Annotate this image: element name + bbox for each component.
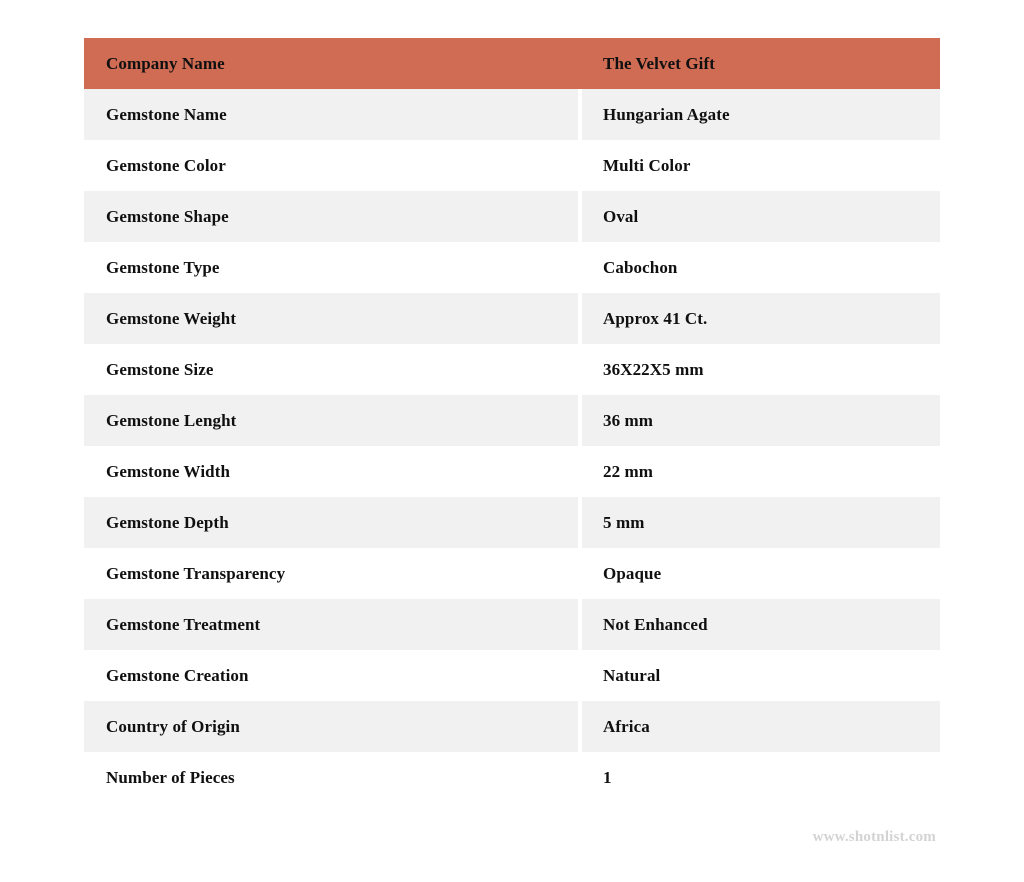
row-label-cell: Number of Pieces [84,752,578,803]
spec-table-body: Company Name The Velvet Gift Gemstone Na… [84,38,940,803]
row-value-cell: Oval [582,191,940,242]
row-value-cell: Approx 41 Ct. [582,293,940,344]
table-row: Gemstone Transparency Opaque [84,548,940,599]
column-spacer [578,395,582,446]
column-spacer [578,293,582,344]
row-value-cell: Africa [582,701,940,752]
row-value-cell: 22 mm [582,446,940,497]
row-value-cell: 36 mm [582,395,940,446]
gemstone-spec-table: Company Name The Velvet Gift Gemstone Na… [84,38,940,803]
table-row: Gemstone Creation Natural [84,650,940,701]
column-spacer [578,701,582,752]
row-label-cell: Gemstone Weight [84,293,578,344]
row-value-cell: Hungarian Agate [582,89,940,140]
table-row: Gemstone Size 36X22X5 mm [84,344,940,395]
row-value-cell: Opaque [582,548,940,599]
header-label-cell: Company Name [84,38,578,89]
row-label-cell: Gemstone Width [84,446,578,497]
table-row: Number of Pieces 1 [84,752,940,803]
table-row: Gemstone Shape Oval [84,191,940,242]
column-spacer [578,650,582,701]
table-row: Gemstone Weight Approx 41 Ct. [84,293,940,344]
row-label-cell: Gemstone Transparency [84,548,578,599]
table-row: Gemstone Type Cabochon [84,242,940,293]
table-row: Country of Origin Africa [84,701,940,752]
table-row: Gemstone Color Multi Color [84,140,940,191]
column-spacer [578,446,582,497]
row-label-cell: Country of Origin [84,701,578,752]
row-label-cell: Gemstone Type [84,242,578,293]
row-value-cell: 5 mm [582,497,940,548]
column-spacer [578,38,582,89]
column-spacer [578,497,582,548]
row-label-cell: Gemstone Depth [84,497,578,548]
column-spacer [578,548,582,599]
row-label-cell: Gemstone Treatment [84,599,578,650]
column-spacer [578,191,582,242]
row-value-cell: 1 [582,752,940,803]
row-value-cell: 36X22X5 mm [582,344,940,395]
row-label-cell: Gemstone Name [84,89,578,140]
header-value-cell: The Velvet Gift [582,38,940,89]
column-spacer [578,599,582,650]
column-spacer [578,242,582,293]
row-label-cell: Gemstone Shape [84,191,578,242]
table-row: Gemstone Name Hungarian Agate [84,89,940,140]
row-value-cell: Natural [582,650,940,701]
row-label-cell: Gemstone Lenght [84,395,578,446]
column-spacer [578,89,582,140]
column-spacer [578,752,582,803]
table-row: Gemstone Lenght 36 mm [84,395,940,446]
row-value-cell: Cabochon [582,242,940,293]
row-value-cell: Not Enhanced [582,599,940,650]
row-label-cell: Gemstone Size [84,344,578,395]
column-spacer [578,140,582,191]
watermark: www.shotnlist.com [812,829,936,845]
row-value-cell: Multi Color [582,140,940,191]
table-row: Gemstone Width 22 mm [84,446,940,497]
row-label-cell: Gemstone Creation [84,650,578,701]
table-row: Gemstone Depth 5 mm [84,497,940,548]
table-header-row: Company Name The Velvet Gift [84,38,940,89]
column-spacer [578,344,582,395]
row-label-cell: Gemstone Color [84,140,578,191]
table-row: Gemstone Treatment Not Enhanced [84,599,940,650]
